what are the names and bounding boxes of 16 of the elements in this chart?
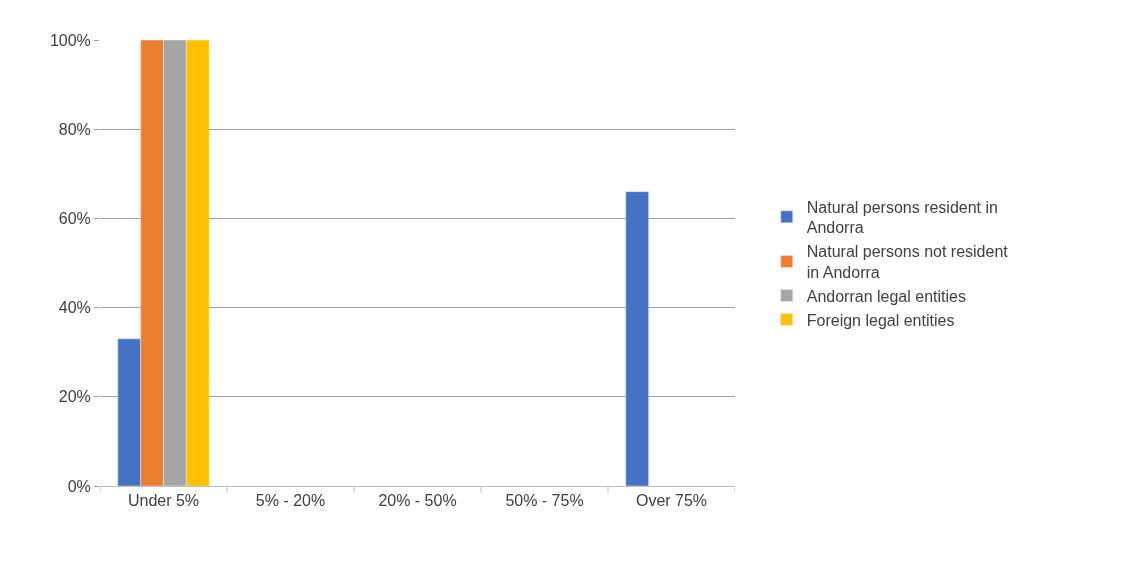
y-tick-label: 40% — [58, 299, 91, 317]
x-tick-label: 50% - 75% — [505, 492, 584, 510]
y-tick-label: 0% — [67, 477, 91, 495]
x-tick-label: 5% - 20% — [255, 492, 326, 510]
x-tick-label: Over 75% — [635, 492, 708, 510]
legend-label: Natural persons not resident in Andorra — [806, 243, 1009, 282]
legend-label: Foreign legal entities — [806, 311, 955, 329]
y-tick-label: 100% — [49, 31, 91, 49]
y-tick-label: 80% — [58, 120, 91, 138]
x-tick-label: 20% - 50% — [378, 492, 457, 510]
legend-label: Natural persons resident in Andorra — [806, 198, 998, 237]
y-tick-label: 20% — [58, 388, 91, 406]
legend-label: Andorran legal entities — [806, 287, 966, 305]
bar — [625, 191, 649, 486]
y-tick-label: 60% — [58, 210, 91, 227]
x-tick-label: Under 5% — [127, 492, 200, 510]
